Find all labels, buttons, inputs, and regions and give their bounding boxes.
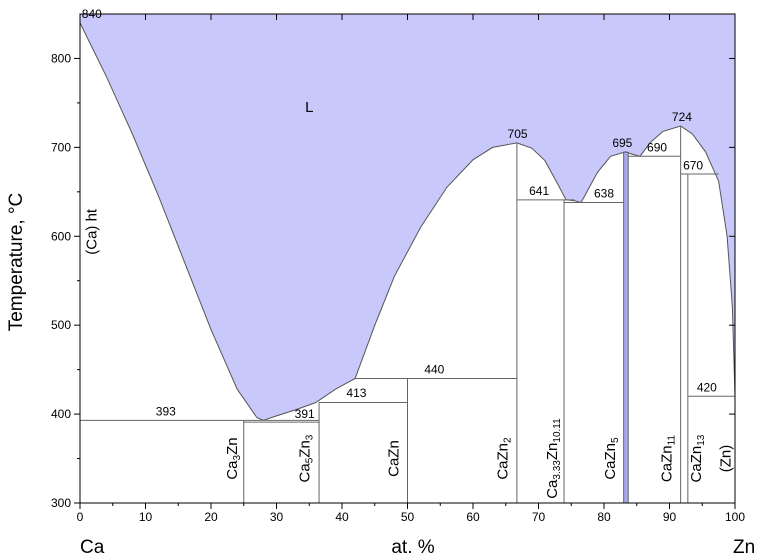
temperature-annotation: 641 xyxy=(529,184,549,198)
y-tick-label: 600 xyxy=(51,229,71,243)
phase-label-cazn11: CaZn11 xyxy=(658,435,677,483)
x-tick-label: 100 xyxy=(725,510,745,524)
y-tick-label: 500 xyxy=(51,318,71,332)
x-tick-label: 80 xyxy=(597,510,611,524)
phase-label-liquid: L xyxy=(305,99,313,116)
phase-label-zn: (Zn) xyxy=(717,445,734,473)
phase-label-ca333zn1011: Ca3.33Zn10.11 xyxy=(544,418,563,499)
x-tick-label: 60 xyxy=(466,510,480,524)
phase-label-cazn5: CaZn5 xyxy=(602,437,621,480)
y-tick-label: 800 xyxy=(51,51,71,65)
liquid-sliver xyxy=(623,151,629,504)
phase-label-ca3zn: Ca3Zn xyxy=(224,437,243,479)
x-tick-label: 90 xyxy=(663,510,677,524)
phase-label-cazn2: CaZn2 xyxy=(495,437,514,480)
temperature-annotation: 705 xyxy=(508,127,528,141)
x-tick-label: 50 xyxy=(401,510,415,524)
label-layer: 0 10 20 30 40 50 60 70 80 90 100 300 400 500 600 700 800… xyxy=(51,7,745,524)
temperature-annotation: 695 xyxy=(612,136,632,150)
x-tick-label: 10 xyxy=(139,510,153,524)
phase-label-cazn: CaZn xyxy=(385,440,402,477)
x-tick-label: 70 xyxy=(532,510,546,524)
x-right-element-label: Zn xyxy=(733,537,755,558)
temperature-annotation: 690 xyxy=(647,140,667,154)
x-axis-title: at. % xyxy=(391,537,434,558)
temperature-annotation: 670 xyxy=(683,158,703,172)
y-tick-label: 300 xyxy=(51,496,71,510)
liquid-region xyxy=(80,14,735,421)
x-tick-label: 40 xyxy=(335,510,349,524)
phase-label-ca-ht: (Ca) ht xyxy=(83,208,100,255)
x-tick-label: 20 xyxy=(204,510,218,524)
x-left-element-label: Ca xyxy=(80,537,105,558)
phase-label-cazn13: CaZn13 xyxy=(688,434,707,482)
temperature-annotation: 391 xyxy=(295,407,315,421)
temperature-annotation: 638 xyxy=(594,187,614,201)
temperature-annotation: 840 xyxy=(82,7,102,21)
x-tick-label: 30 xyxy=(270,510,284,524)
temperature-annotation: 724 xyxy=(672,110,692,124)
temperature-annotation: 420 xyxy=(697,381,717,395)
temperature-annotation: 393 xyxy=(156,405,176,419)
y-tick-label: 400 xyxy=(51,407,71,421)
y-tick-label: 700 xyxy=(51,140,71,154)
y-axis-title: Temperature, °C xyxy=(6,193,27,332)
plot-area xyxy=(74,13,736,509)
temperature-annotation: 440 xyxy=(424,363,444,377)
temperature-annotation: 413 xyxy=(346,386,366,400)
phase-label-ca5zn3: Ca5Zn3 xyxy=(296,434,315,482)
liquidus-curve xyxy=(79,22,736,421)
x-tick-label: 0 xyxy=(77,510,84,524)
